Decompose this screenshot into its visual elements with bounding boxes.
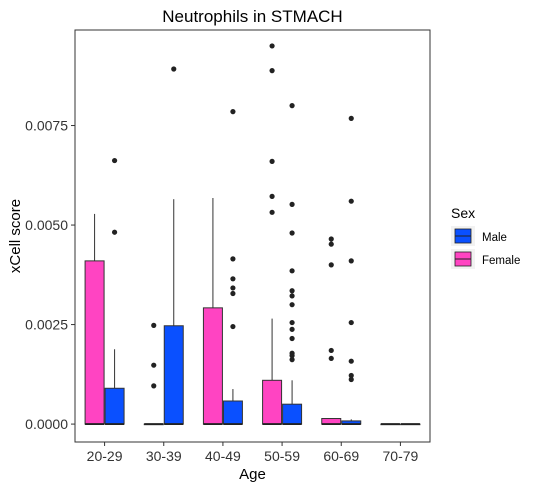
y-tick-label: 0.0050	[25, 217, 68, 233]
y-tick-label: 0.0000	[25, 416, 68, 432]
legend: Sex Male Female	[451, 205, 520, 269]
x-axis-label: Age	[239, 466, 266, 483]
outlier-point	[151, 383, 157, 389]
box-female-60-69	[321, 236, 342, 425]
outlier-point	[230, 285, 236, 291]
outlier-point	[289, 319, 295, 326]
outlier-point	[289, 326, 295, 332]
y-tick-label: 0.0025	[25, 317, 68, 333]
box-rect-male	[163, 325, 184, 425]
outlier-point	[348, 198, 354, 204]
box-rect-male	[282, 403, 303, 425]
box-rect-male	[222, 400, 243, 425]
box-female-70-79	[380, 423, 401, 426]
box-female-30-39	[143, 322, 164, 426]
outlier-point	[289, 335, 295, 342]
box-male-20-29	[104, 157, 125, 425]
outlier-point	[289, 268, 295, 274]
outlier-point	[111, 157, 118, 164]
outlier-point	[328, 347, 334, 354]
box-female-20-29	[84, 213, 105, 425]
outlier-point	[269, 68, 275, 74]
outlier-point	[111, 229, 118, 235]
outlier-point	[230, 109, 236, 115]
x-tick-label: 40-49	[205, 448, 241, 464]
box-male-70-79	[400, 423, 421, 426]
outlier-point	[289, 201, 295, 207]
x-tick-label: 60-69	[323, 448, 359, 464]
box-male-40-49	[222, 109, 243, 425]
box-female-40-49	[202, 197, 223, 425]
y-tick-label: 0.0075	[25, 118, 68, 134]
outlier-point	[289, 353, 295, 359]
outlier-point	[348, 358, 354, 364]
x-tick-label: 20-29	[87, 448, 123, 464]
outlier-point	[289, 288, 295, 294]
x-tick-label: 50-59	[264, 448, 300, 464]
x-tick-label: 30-39	[146, 448, 182, 464]
x-tick-label: 70-79	[383, 448, 419, 464]
outlier-point	[151, 322, 157, 328]
outlier-point	[289, 357, 295, 363]
outlier-point	[289, 230, 295, 236]
outlier-point	[269, 43, 275, 49]
box-rect-male	[104, 387, 125, 425]
box-male-30-39	[163, 66, 184, 425]
outlier-point	[289, 293, 295, 299]
box-male-50-59	[282, 103, 303, 425]
outlier-point	[348, 258, 354, 264]
box-rect-female	[84, 260, 105, 425]
legend-label-female: Female	[482, 255, 520, 267]
outlier-point	[289, 103, 295, 109]
legend-title: Sex	[451, 205, 475, 221]
box-female-50-59	[262, 43, 283, 425]
outlier-point	[348, 319, 354, 326]
outlier-point	[328, 355, 334, 362]
outlier-point	[269, 209, 275, 215]
outlier-point	[348, 372, 354, 379]
outlier-point	[269, 158, 275, 164]
outlier-point	[269, 193, 275, 199]
outlier-point	[328, 236, 334, 242]
plot-panel	[74, 29, 431, 443]
box-rect-female	[262, 379, 283, 425]
y-axis-label: xCell score	[7, 199, 24, 273]
outlier-point	[151, 362, 157, 368]
chart-title: Neutrophils in STMACH	[162, 7, 342, 26]
box-rect-female	[202, 307, 223, 425]
outlier-point	[328, 241, 334, 247]
outlier-point	[348, 376, 354, 383]
axes-layer: 0.0000 0.0025 0.0050 0.0075 20-29 30-39 40-49 5…	[25, 118, 418, 464]
legend-label-male: Male	[482, 232, 507, 244]
plot-layer	[84, 43, 421, 426]
outlier-point	[230, 323, 236, 330]
outlier-point	[348, 115, 354, 121]
outlier-point	[230, 290, 236, 297]
outlier-point	[289, 302, 295, 308]
outlier-point	[171, 66, 177, 72]
outlier-point	[328, 262, 334, 268]
box-male-60-69	[341, 115, 362, 425]
outlier-point	[230, 276, 236, 282]
outlier-point	[230, 256, 236, 262]
